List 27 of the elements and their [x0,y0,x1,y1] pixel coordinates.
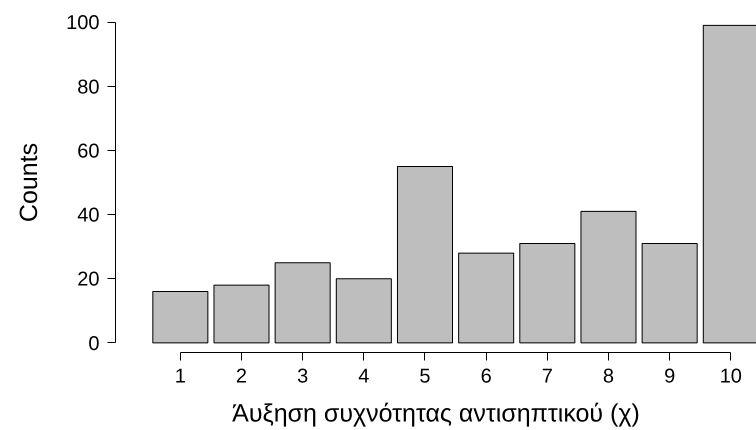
y-tick-label: 100 [66,12,100,34]
bar [152,291,208,344]
x-tick-label: 6 [480,366,492,388]
y-tick-label: 60 [77,140,100,162]
x-tick-label: 1 [174,366,186,388]
x-tick-label: 3 [297,366,308,388]
y-tick-label: 0 [88,332,100,355]
bar [458,252,514,344]
y-axis-title: Counts [15,142,44,222]
x-tick-label: 2 [236,366,248,388]
y-tick-label: 80 [77,76,100,98]
x-tick-label: 5 [419,366,431,388]
x-tick-label: 7 [542,366,553,388]
bar [519,242,576,344]
x-axis-title: Άυξηση συχνότητας αντισηπτικού (χ) [232,400,640,428]
bar [580,210,637,344]
bar [213,284,270,344]
x-tick-label: 9 [664,366,676,388]
x-tick-label: 4 [358,366,370,388]
x-tick-label: 8 [602,366,614,388]
y-tick-label: 20 [77,268,100,291]
bar [396,166,454,344]
x-tick-label: 10 [720,366,742,388]
y-tick-label: 40 [77,204,100,227]
bar [336,278,392,344]
bar [274,262,331,344]
bar [642,242,698,344]
